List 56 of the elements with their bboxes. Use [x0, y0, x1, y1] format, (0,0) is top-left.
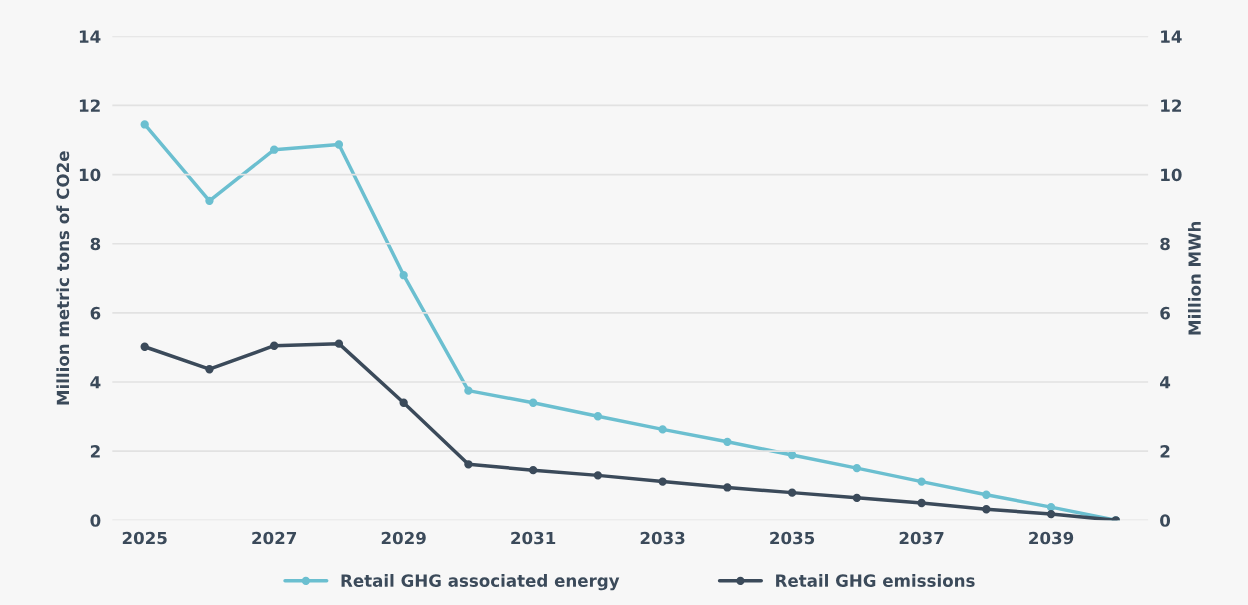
y-tick-label: 10 [79, 168, 101, 182]
y-tick-label: 0 [90, 514, 101, 527]
point [334, 140, 344, 149]
point [528, 398, 538, 407]
y-tick-label: 8 [90, 237, 101, 251]
y2-tick-label: 12 [1161, 99, 1182, 112]
y2-tick-label: 4 [1160, 376, 1171, 389]
point [852, 463, 861, 473]
x-tick-label: 2025 [122, 531, 167, 545]
point [852, 493, 861, 502]
x-tick-label: 2027 [252, 531, 297, 545]
point [723, 483, 732, 492]
point [723, 437, 732, 446]
point [982, 490, 991, 499]
point [399, 398, 408, 407]
legend-label: Retail GHG associated energy [341, 574, 620, 591]
y-tick-label: 4 [90, 376, 101, 389]
point [917, 498, 926, 508]
point [140, 342, 149, 351]
y-tick-label: 14 [79, 30, 101, 43]
y2-axis-title: Million MWh [1188, 221, 1201, 335]
point [464, 460, 473, 469]
point [982, 505, 991, 514]
x-tick-label: 2039 [1029, 531, 1074, 545]
point [1046, 509, 1056, 519]
point [334, 339, 344, 348]
point [205, 365, 214, 374]
point [270, 341, 279, 350]
point [787, 488, 797, 497]
y2-tick-label: 2 [1160, 445, 1170, 458]
point [205, 196, 214, 206]
y2-tick-label: 6 [1160, 306, 1170, 320]
point [658, 425, 667, 434]
y-axis-title: Million metric tons of CO2e [56, 151, 70, 405]
point [270, 145, 279, 154]
point [399, 271, 408, 280]
x-tick-label: 2035 [770, 531, 815, 545]
point [140, 120, 149, 129]
point [593, 471, 603, 480]
y2-tick-label: 8 [1160, 237, 1170, 251]
x-tick-label: 2037 [899, 531, 944, 545]
y2-tick-label: 0 [1160, 514, 1171, 527]
x-tick-label: 2033 [640, 531, 685, 545]
y-tick-label: 2 [90, 445, 100, 458]
x-tick-label: 2029 [381, 531, 426, 545]
legend-label: Retail GHG emissions [776, 574, 975, 587]
point [917, 477, 926, 486]
point [658, 477, 667, 486]
point [464, 386, 473, 395]
point [528, 466, 538, 475]
y-tick-label: 12 [79, 99, 100, 112]
y2-tick-label: 14 [1161, 30, 1182, 43]
point [593, 412, 603, 421]
y2-tick-label: 10 [1161, 168, 1182, 182]
x-tick-label: 2031 [511, 531, 556, 545]
y-tick-label: 6 [90, 306, 101, 320]
